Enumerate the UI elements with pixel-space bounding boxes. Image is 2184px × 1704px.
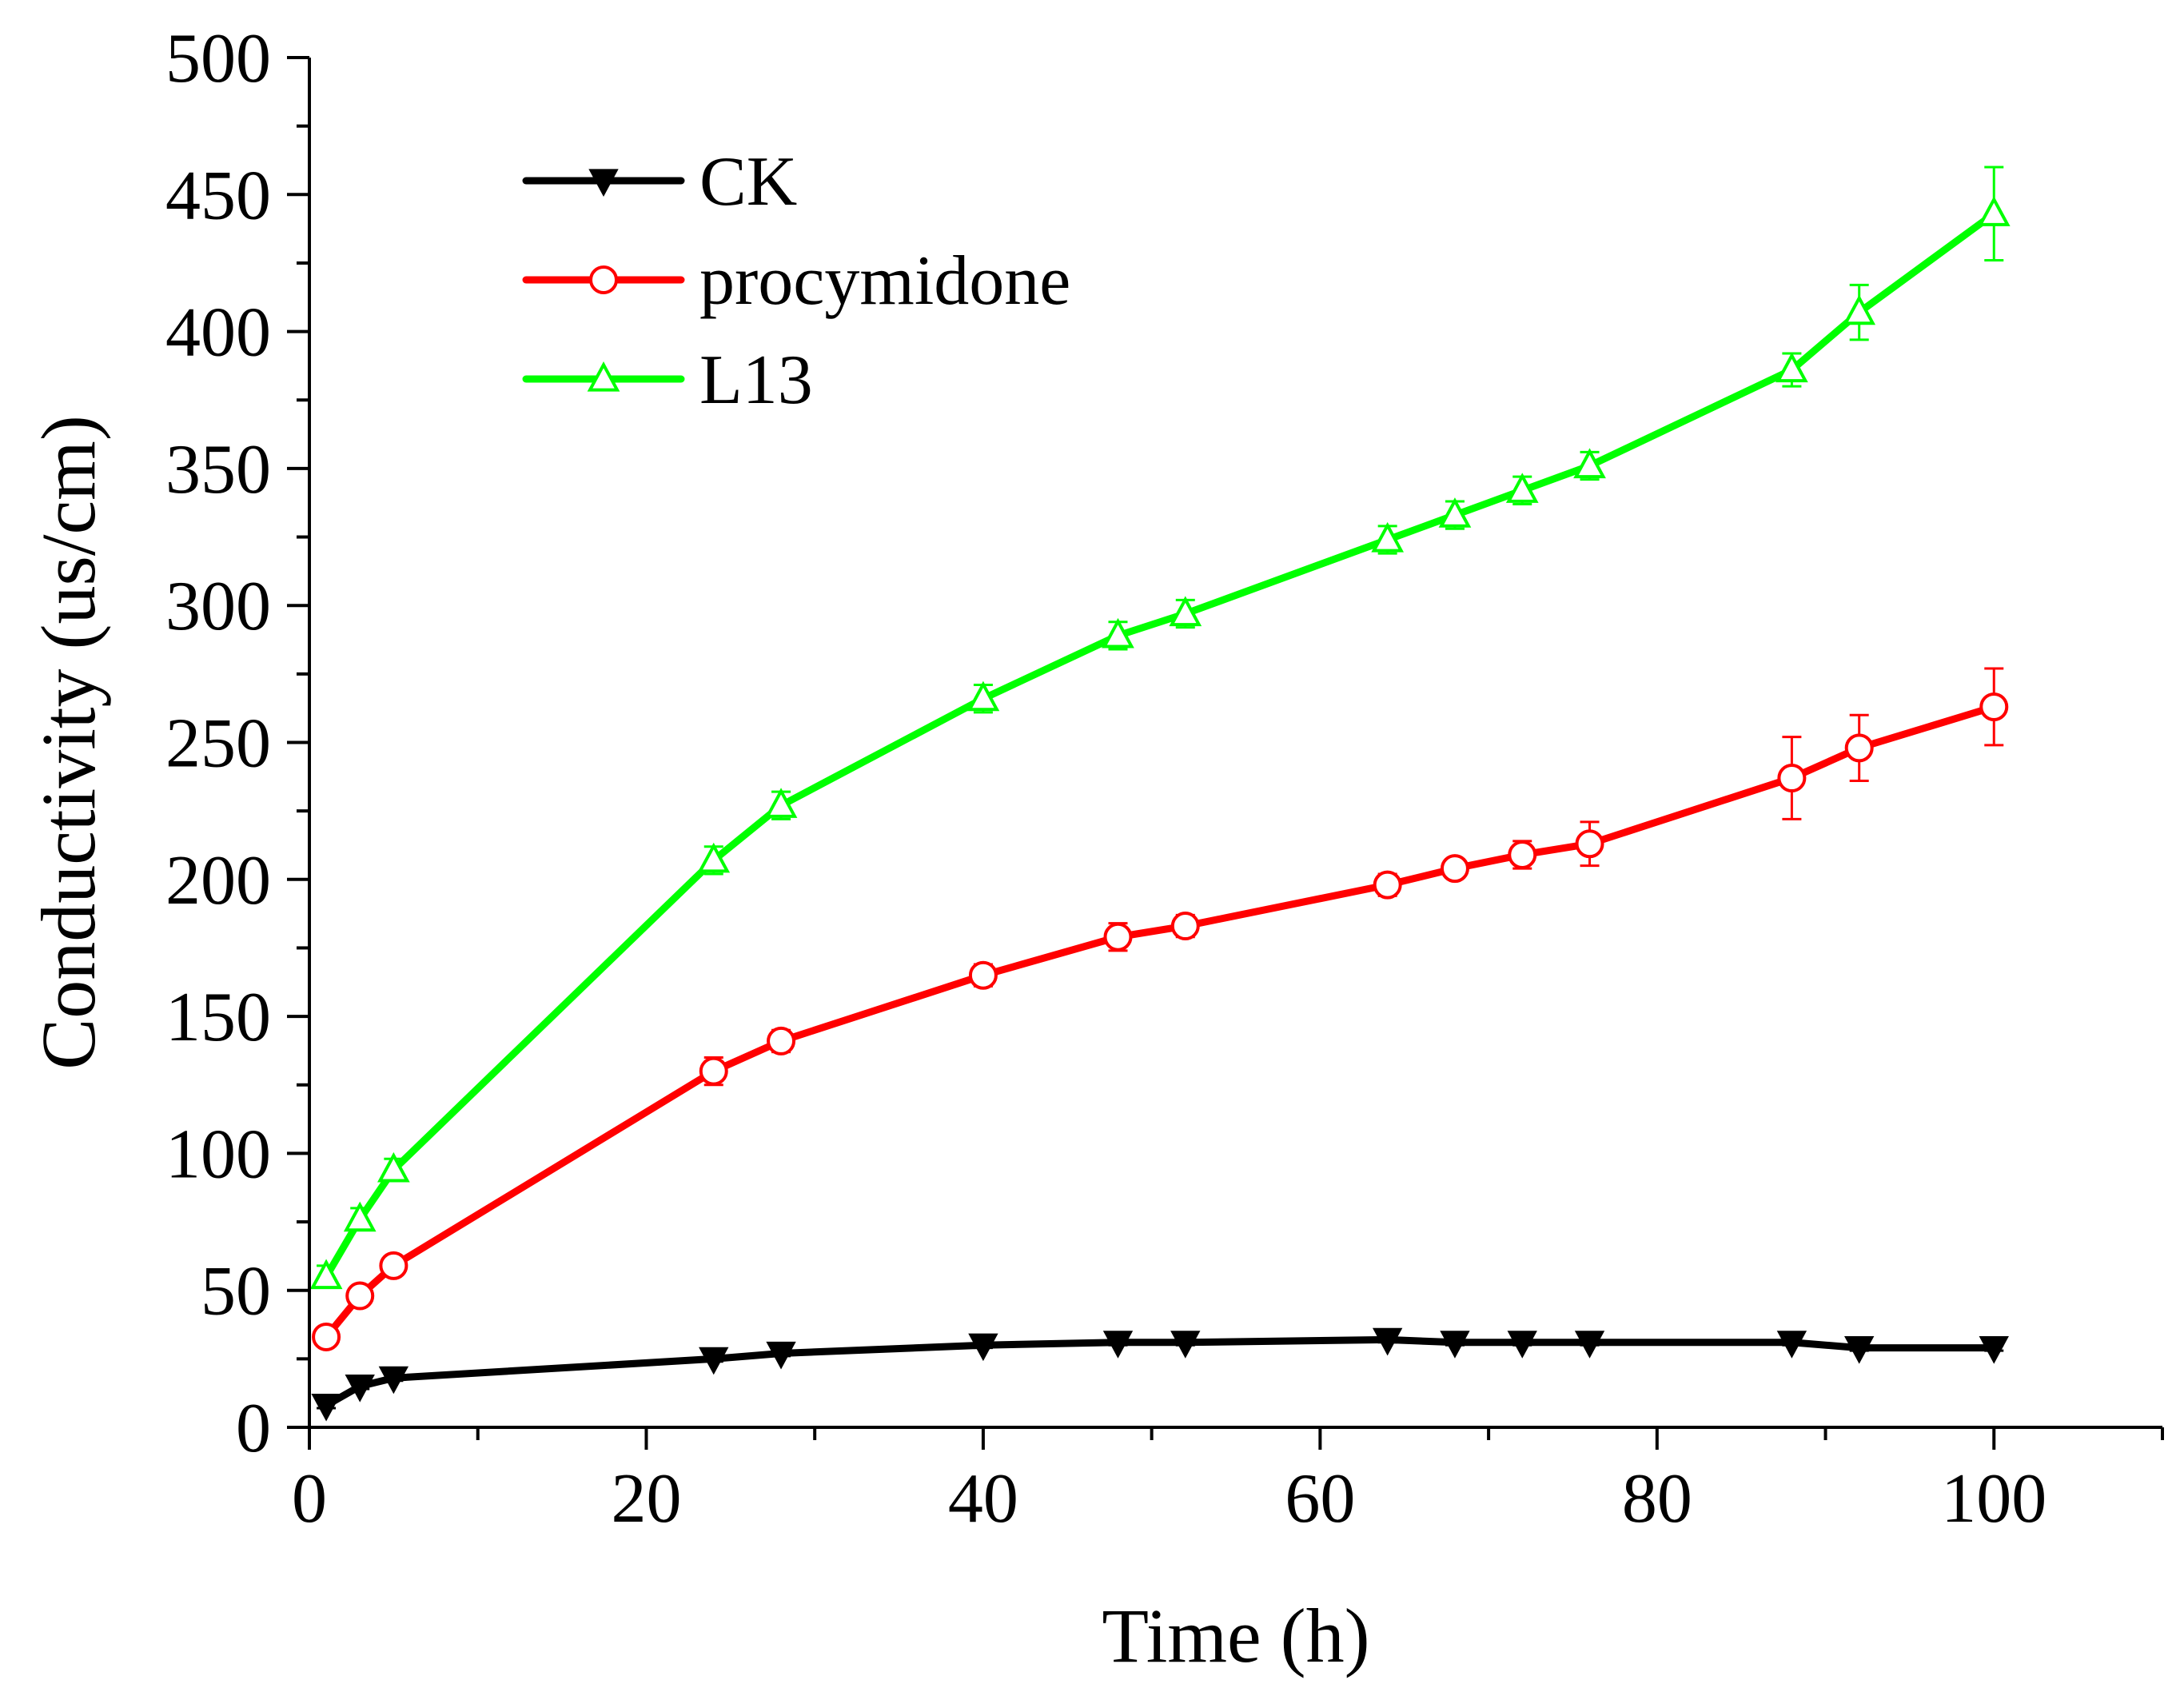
data-point-l13 [1573, 448, 1606, 479]
x-tick-label: 100 [1941, 1460, 2047, 1538]
data-point-procymidone [1170, 912, 1200, 941]
y-axis-title: Conductivity (us/cm) [26, 415, 111, 1070]
data-point-l13 [1505, 473, 1539, 503]
y-tick-label: 300 [165, 568, 271, 645]
y-tick-label: 50 [201, 1253, 271, 1331]
data-point-ck [311, 1393, 341, 1422]
data-point-l13 [1843, 294, 1876, 325]
legend-label-ck: CK [699, 143, 797, 221]
data-point-l13 [1371, 521, 1405, 553]
data-point-ck [1776, 1331, 1807, 1359]
data-point-procymidone [1575, 829, 1604, 859]
data-point-l13 [697, 842, 731, 873]
legend-item-procymidone: procymidone [522, 242, 1070, 320]
data-point-ck [968, 1333, 998, 1362]
data-point-procymidone [379, 1251, 409, 1280]
y-tick-label: 150 [165, 979, 271, 1056]
series-l13 [309, 166, 2011, 1290]
data-point-procymidone [312, 1322, 341, 1351]
y-tick-label: 100 [165, 1115, 271, 1193]
y-tick-label: 400 [165, 294, 271, 372]
data-point-ck [378, 1366, 409, 1395]
y-tick-label: 500 [165, 20, 271, 98]
x-tick-label: 20 [611, 1460, 681, 1538]
data-point-procymidone [1440, 854, 1469, 884]
data-point-procymidone [699, 1056, 728, 1086]
y-tick-label: 0 [236, 1390, 271, 1467]
series-ck [311, 1327, 2009, 1422]
axes-layer: 0 20 40 60 80 100 0 50 100 150 200 250 300 350 400 450 5… [165, 20, 2164, 1538]
legend-marker-ck [588, 169, 619, 197]
data-point-ck [766, 1341, 796, 1370]
data-point-ck [1979, 1336, 2009, 1364]
series-line-ck [322, 1335, 1998, 1410]
x-axis-title: Time (h) [1102, 1593, 1369, 1678]
data-point-ck [1170, 1331, 1201, 1359]
data-point-ck [1372, 1327, 1403, 1356]
legend-label-procymidone: procymidone [699, 242, 1070, 320]
x-tick-label: 60 [1285, 1460, 1355, 1538]
data-point-ck [1844, 1336, 1875, 1364]
legend-item-l13: L13 [522, 341, 813, 419]
legend-label-l13: L13 [699, 341, 813, 419]
legend: CK procymidone L13 [522, 143, 1070, 419]
data-point-ck [1507, 1331, 1537, 1359]
data-point-procymidone [1103, 922, 1133, 952]
series-line-procymidone [322, 703, 1998, 1341]
data-point-procymidone [1508, 840, 1537, 869]
data-point-l13 [1775, 352, 1808, 383]
legend-marker-procymidone [589, 265, 618, 294]
data-point-procymidone [345, 1281, 375, 1311]
y-tick-label: 250 [165, 705, 271, 783]
data-point-l13 [966, 680, 1000, 712]
data-point-ck [1574, 1331, 1605, 1359]
legend-item-ck: CK [522, 143, 797, 221]
data-point-ck [345, 1375, 375, 1403]
series-layer [309, 166, 2011, 1422]
data-point-l13 [764, 788, 798, 818]
data-point-ck [699, 1347, 729, 1375]
data-point-procymidone [767, 1026, 796, 1056]
y-tick-label: 450 [165, 157, 271, 234]
data-point-procymidone [1373, 870, 1402, 900]
y-tick-label: 200 [165, 842, 271, 920]
data-point-l13 [1438, 497, 1472, 528]
x-tick-label: 0 [292, 1460, 327, 1538]
series-line-l13 [322, 210, 1998, 1281]
data-point-ck [1102, 1331, 1134, 1359]
data-point-procymidone [1979, 692, 2009, 721]
data-point-l13 [309, 1259, 343, 1290]
data-point-procymidone [968, 960, 998, 990]
data-point-procymidone [1777, 764, 1807, 793]
data-point-l13 [343, 1201, 377, 1232]
x-tick-label: 80 [1622, 1460, 1692, 1538]
x-tick-label: 40 [948, 1460, 1018, 1538]
series-procymidone [312, 667, 2009, 1351]
data-point-l13 [1977, 196, 2011, 226]
data-point-l13 [1169, 596, 1202, 627]
data-point-procymidone [1844, 733, 1874, 763]
y-tick-label: 350 [165, 431, 271, 509]
data-point-l13 [1102, 617, 1134, 648]
data-point-ck [1440, 1331, 1470, 1359]
legend-marker-l13 [587, 361, 620, 392]
data-point-l13 [377, 1151, 410, 1183]
